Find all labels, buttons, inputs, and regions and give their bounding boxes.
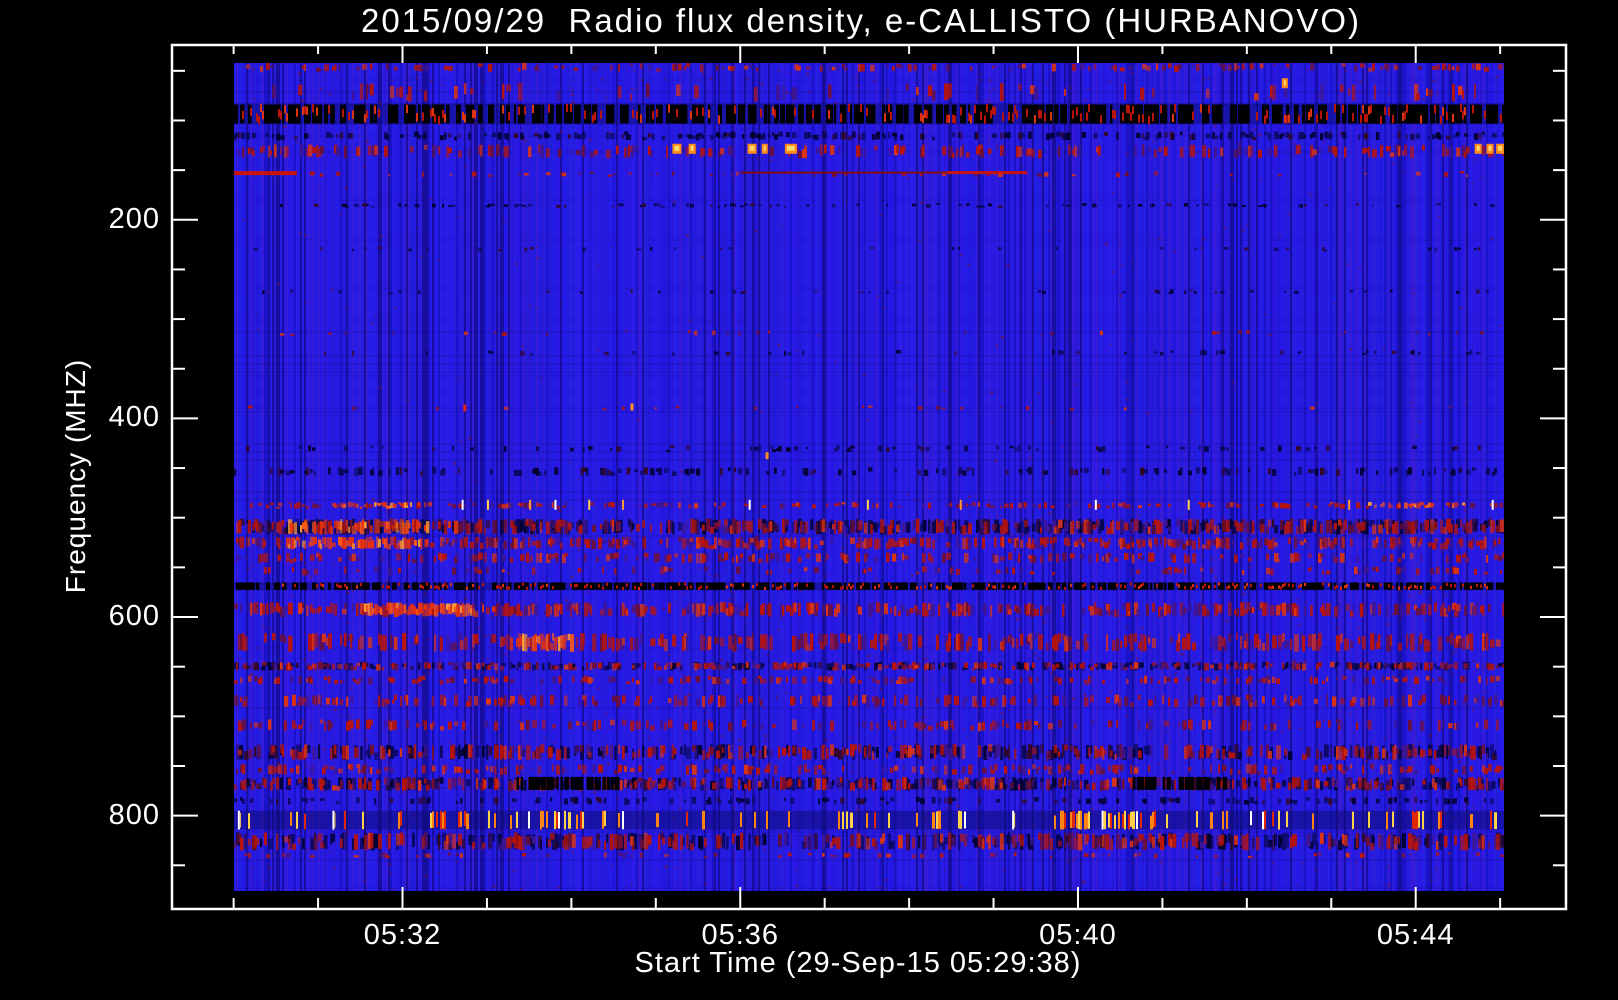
y-tick-label: 800 xyxy=(108,798,160,831)
spectrogram-image xyxy=(234,63,1504,891)
y-tick-label: 600 xyxy=(108,600,160,633)
x-tick-label: 05:44 xyxy=(1376,919,1455,951)
y-axis-title: Frequency (MHZ) xyxy=(60,358,91,594)
x-axis-title: Start Time (29-Sep-15 05:29:38) xyxy=(634,947,1082,979)
y-tick-label: 400 xyxy=(108,401,160,434)
x-tick-label: 05:40 xyxy=(1039,919,1117,951)
plot-title: 2015/09/29 Radio flux density, e-CALLIST… xyxy=(361,2,1361,39)
x-tick-label: 05:36 xyxy=(701,919,780,951)
plot-frame xyxy=(170,43,1568,911)
x-tick-label: 05:32 xyxy=(363,919,442,951)
y-tick-label: 200 xyxy=(108,202,160,235)
